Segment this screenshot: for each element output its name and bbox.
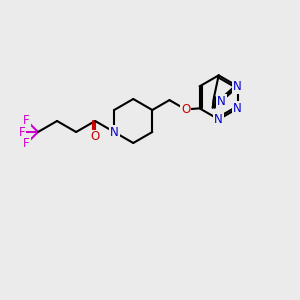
Text: N: N [110,125,118,139]
Text: O: O [181,103,190,116]
Text: O: O [91,130,100,143]
Text: F: F [23,114,30,127]
Text: F: F [23,137,30,150]
Text: N: N [233,80,242,93]
Text: N: N [214,113,223,126]
Text: F: F [19,125,25,139]
Text: N: N [217,94,226,108]
Text: N: N [233,102,242,115]
Text: N: N [110,125,118,139]
